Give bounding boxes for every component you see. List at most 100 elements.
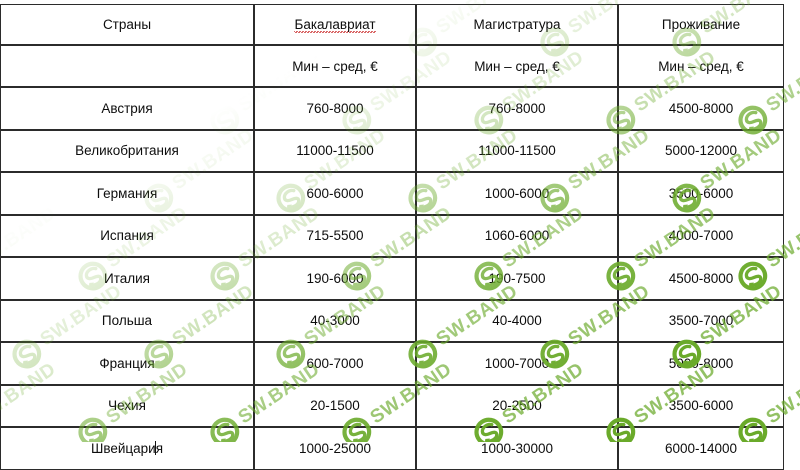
cell-bachelor-label: 20-1500 (310, 398, 360, 414)
pricing-table: Страны Бакалавриат Магистратура Проживан… (0, 4, 784, 470)
cell-bachelor-label: 600-6000 (306, 185, 364, 201)
table-row: Чехия 20-1500 20-2500 3500-6000 (0, 384, 784, 427)
cell-country-label: Италия (104, 270, 150, 286)
text-caret (155, 440, 157, 455)
table-row: Польша 40-3000 40-4000 3500-7000 (0, 299, 784, 342)
cell-country-label: Польша (101, 313, 153, 329)
cell-country-label: Великобритания (75, 143, 179, 159)
cell-master[interactable]: 1060-6000 (416, 214, 618, 257)
table-row: Франция 600-7000 1000-7000 5000-8000 (0, 342, 784, 385)
cell-living-label: 4500-8000 (668, 270, 734, 286)
cell-bachelor[interactable]: 715-5500 (254, 214, 416, 257)
cell-master[interactable]: 760-8000 (416, 87, 618, 130)
unit-cell-countries[interactable] (0, 45, 254, 87)
cell-master-label: 1000-7000 (484, 355, 550, 371)
column-header-countries-label: Страны (102, 17, 152, 32)
cell-master-label: 760-8000 (488, 100, 546, 116)
cell-living[interactable]: 3500-6000 (618, 384, 784, 427)
table-row: Германия 600-6000 1000-6000 3500-6000 (0, 172, 784, 215)
unit-cell-living-label: Мин – сред, € (658, 58, 744, 74)
column-header-master-label: Магистратура (473, 17, 561, 32)
cell-bachelor[interactable]: 600-6000 (254, 172, 416, 215)
cell-living[interactable]: 3500-6000 (618, 172, 784, 215)
column-header-bachelor[interactable]: Бакалавриат (254, 4, 416, 45)
cell-country[interactable]: Германия (0, 172, 254, 215)
cell-bachelor[interactable]: 1000-25000 (254, 427, 416, 470)
cell-country-label: Франция (99, 355, 155, 371)
cell-master-label: 1000-30000 (480, 440, 554, 456)
cell-bachelor-label: 11000-11500 (296, 143, 374, 159)
column-header-countries[interactable]: Страны (0, 4, 254, 45)
table-row: Швейцария 1000-25000 1000-30000 6000-140… (0, 427, 784, 470)
cell-master-label: 190-7500 (488, 270, 546, 286)
unit-cell-bachelor-label: Мин – сред, € (292, 58, 378, 74)
cell-master-label: 1060-6000 (484, 228, 550, 244)
column-header-bachelor-label: Бакалавриат (294, 16, 376, 33)
cell-country[interactable]: Великобритания (0, 129, 254, 172)
table-row: Испания 715-5500 1060-6000 4000-7000 (0, 214, 784, 257)
cell-living-label: 3500-6000 (668, 185, 734, 201)
cell-living-label: 3500-6000 (668, 398, 734, 414)
unit-cell-bachelor[interactable]: Мин – сред, € (254, 45, 416, 87)
cell-living-label: 6000-14000 (664, 440, 738, 456)
cell-country[interactable]: Швейцария (0, 427, 254, 470)
cell-country[interactable]: Австрия (0, 87, 254, 130)
cell-living-label: 3500-7000 (668, 313, 734, 329)
cell-living[interactable]: 4500-8000 (618, 87, 784, 130)
cell-country[interactable]: Испания (0, 214, 254, 257)
cell-country-label: Швейцария (90, 440, 164, 456)
cell-master-label: 40-4000 (492, 313, 542, 329)
cell-bachelor[interactable]: 40-3000 (254, 299, 416, 342)
column-header-living-label: Проживание (661, 17, 741, 32)
cell-living[interactable]: 4000-7000 (618, 214, 784, 257)
cell-master[interactable]: 1000-7000 (416, 342, 618, 385)
cell-master-label: 1000-6000 (484, 185, 550, 201)
table-unit-row: Мин – сред, € Мин – сред, € Мин – сред, … (0, 45, 784, 87)
cell-master[interactable]: 1000-30000 (416, 427, 618, 470)
cell-master-label: 20-2500 (492, 398, 542, 414)
cell-country-label: Германия (96, 185, 158, 201)
cell-living[interactable]: 5000-8000 (618, 342, 784, 385)
cell-master[interactable]: 1000-6000 (416, 172, 618, 215)
cell-master[interactable]: 190-7500 (416, 257, 618, 300)
cell-master-label: 11000-11500 (478, 143, 556, 159)
unit-cell-living[interactable]: Мин – сред, € (618, 45, 784, 87)
cell-bachelor-label: 190-6000 (306, 270, 364, 286)
cell-master[interactable]: 40-4000 (416, 299, 618, 342)
cell-living-label: 4500-8000 (668, 100, 734, 116)
cell-bachelor[interactable]: 600-7000 (254, 342, 416, 385)
unit-cell-master-label: Мин – сред, € (474, 58, 560, 74)
cell-country[interactable]: Польша (0, 299, 254, 342)
cell-living[interactable]: 4500-8000 (618, 257, 784, 300)
cell-country-label: Испания (100, 228, 154, 244)
cell-bachelor[interactable]: 760-8000 (254, 87, 416, 130)
cell-bachelor-label: 715-5500 (306, 228, 364, 244)
cell-living-label: 5000-12000 (664, 143, 738, 159)
table-header-row: Страны Бакалавриат Магистратура Проживан… (0, 4, 784, 45)
cell-country[interactable]: Чехия (0, 384, 254, 427)
cell-bachelor[interactable]: 11000-11500 (254, 129, 416, 172)
cell-country[interactable]: Франция (0, 342, 254, 385)
cell-country-label: Австрия (101, 100, 153, 116)
cell-country-label: Чехия (108, 398, 146, 414)
cell-master[interactable]: 20-2500 (416, 384, 618, 427)
cell-bachelor[interactable]: 20-1500 (254, 384, 416, 427)
cell-living[interactable]: 3500-7000 (618, 299, 784, 342)
table-row: Австрия 760-8000 760-8000 4500-8000 (0, 87, 784, 130)
cell-country[interactable]: Италия (0, 257, 254, 300)
column-header-living[interactable]: Проживание (618, 4, 784, 45)
cell-living[interactable]: 6000-14000 (618, 427, 784, 470)
table-row: Италия 190-6000 190-7500 4500-8000 (0, 257, 784, 300)
table-row: Великобритания 11000-11500 11000-11500 5… (0, 129, 784, 172)
cell-living-label: 4000-7000 (668, 228, 734, 244)
cell-bachelor-label: 600-7000 (306, 355, 364, 371)
cell-bachelor-label: 1000-25000 (298, 440, 372, 456)
cell-bachelor-label: 40-3000 (310, 313, 360, 329)
cell-living[interactable]: 5000-12000 (618, 129, 784, 172)
cell-bachelor[interactable]: 190-6000 (254, 257, 416, 300)
column-header-master[interactable]: Магистратура (416, 4, 618, 45)
unit-cell-master[interactable]: Мин – сред, € (416, 45, 618, 87)
cell-bachelor-label: 760-8000 (306, 100, 364, 116)
cell-master[interactable]: 11000-11500 (416, 129, 618, 172)
cell-living-label: 5000-8000 (668, 355, 734, 371)
